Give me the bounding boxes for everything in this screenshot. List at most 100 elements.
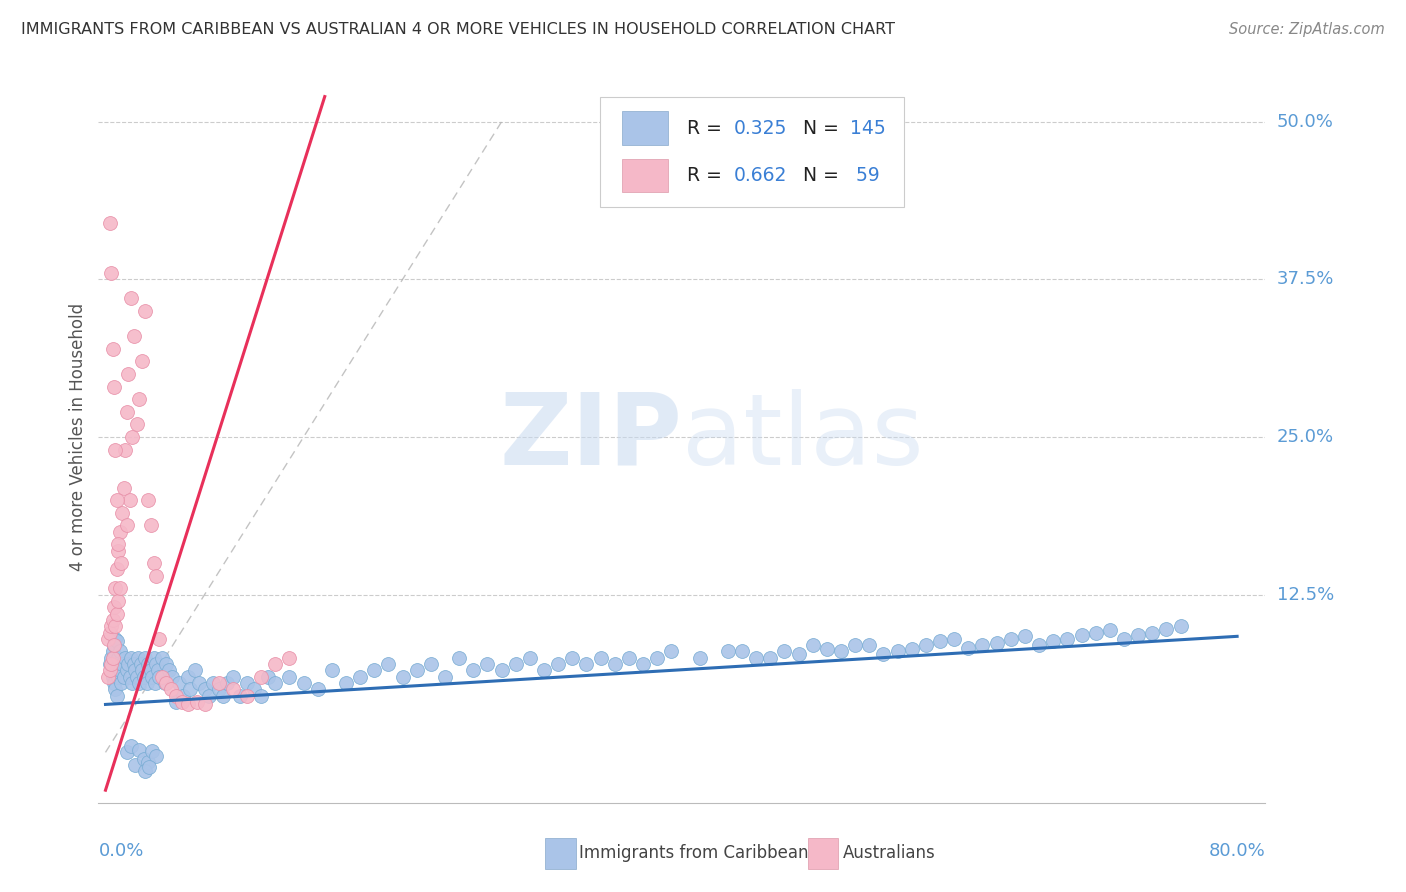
Point [250,670,273,684]
Point [243,682,266,697]
Point [717,644,740,658]
Point [125,417,148,432]
Point [929,634,952,648]
Point [101,650,124,665]
Point [519,650,541,665]
Text: 0.325: 0.325 [734,119,786,137]
Point [603,657,626,671]
Point [107,670,129,684]
Text: N =: N = [803,166,845,185]
Point [787,647,810,661]
FancyBboxPatch shape [808,838,838,869]
Point [335,676,357,690]
Point [107,543,129,558]
Point [307,682,329,697]
Point [236,676,259,690]
Point [363,664,385,678]
Point [118,493,141,508]
Point [108,524,131,539]
Point [505,657,527,671]
Point [759,650,782,665]
Point [183,664,205,678]
Point [100,657,122,671]
Point [155,657,177,671]
Point [561,650,583,665]
Point [176,698,198,712]
Point [157,664,180,678]
Point [145,569,167,583]
Point [120,650,142,665]
Point [110,556,132,570]
Text: 59: 59 [851,166,880,185]
Point [101,670,124,684]
Text: 37.5%: 37.5% [1277,270,1334,288]
Point [103,676,125,690]
Point [617,650,640,665]
Point [645,650,668,665]
FancyBboxPatch shape [623,159,668,192]
Point [134,650,156,665]
Point [104,582,127,596]
Point [165,695,187,709]
Text: 0.662: 0.662 [734,166,786,185]
Point [136,657,159,671]
Point [139,664,162,678]
Point [217,676,239,690]
Point [145,749,167,764]
Point [405,664,427,678]
Point [118,670,141,684]
Point [103,638,125,652]
Y-axis label: 4 or more Vehicles in Household: 4 or more Vehicles in Household [69,303,87,571]
Point [148,670,170,684]
Point [134,764,156,779]
Point [264,676,287,690]
Point [257,670,280,684]
Point [589,650,612,665]
Point [110,676,132,690]
Point [124,664,146,678]
FancyBboxPatch shape [546,838,575,869]
Point [631,657,654,671]
Point [1170,619,1192,633]
Text: R =: R = [686,166,727,185]
Point [957,640,980,655]
Point [872,647,894,661]
Point [972,638,994,652]
Point [167,676,190,690]
Point [773,644,796,658]
Point [186,695,208,709]
Point [179,682,201,697]
Point [105,689,128,703]
Point [104,632,127,646]
Point [141,670,163,684]
Point [159,682,181,697]
Point [100,650,122,665]
Point [134,304,156,318]
Text: Immigrants from Caribbean: Immigrants from Caribbean [579,844,808,862]
Point [1056,632,1078,646]
Point [547,657,569,671]
Point [1142,625,1164,640]
Point [1126,628,1149,642]
Point [1112,632,1135,646]
Point [165,689,187,703]
Text: 25.0%: 25.0% [1277,428,1334,446]
Point [193,682,215,697]
Point [915,638,938,652]
Point [1014,629,1036,643]
Point [108,664,131,678]
Point [98,625,121,640]
FancyBboxPatch shape [623,112,668,145]
Point [138,760,160,774]
Point [98,664,121,678]
Text: 12.5%: 12.5% [1277,586,1334,604]
Point [264,657,287,671]
Point [120,739,142,753]
Point [121,430,143,444]
Point [1084,625,1107,640]
Point [886,644,908,658]
Point [689,650,711,665]
Point [830,644,852,658]
Point [575,657,598,671]
Point [101,613,124,627]
